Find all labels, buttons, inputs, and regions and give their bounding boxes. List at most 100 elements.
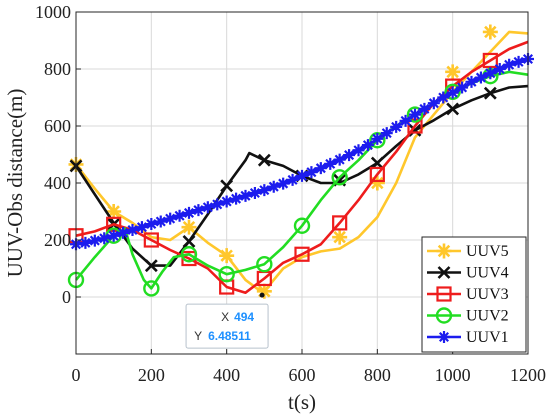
legend-item-uuv3: UUV3 (427, 286, 509, 303)
x-tick-label: 400 (213, 365, 240, 385)
data-point-uuv1 (324, 157, 337, 170)
y-tick-label: 800 (44, 59, 71, 79)
data-point-uuv1 (126, 224, 139, 237)
data-point-uuv1 (456, 81, 469, 94)
data-point-uuv1 (427, 97, 440, 110)
y-tick-label: 0 (62, 287, 71, 307)
data-point-uuv1 (512, 55, 525, 68)
legend-label-uuv4: UUV4 (466, 265, 509, 282)
data-point-uuv1 (343, 149, 356, 162)
data-point-uuv2 (406, 106, 424, 123)
data-point-uuv1 (503, 58, 516, 71)
data-tip-box (185, 303, 269, 349)
x-tick-label: 600 (289, 365, 316, 385)
data-tip-x-value: 494 (234, 310, 254, 324)
data-point-uuv1 (98, 232, 111, 245)
data-point-uuv5 (482, 24, 498, 40)
legend-marker-uuv3 (436, 286, 452, 302)
data-point-uuv1 (258, 184, 271, 197)
data-point-uuv1 (361, 139, 374, 152)
data-point-uuv1 (380, 127, 393, 140)
data-point-uuv3 (369, 166, 385, 183)
legend-item-uuv1: UUV1 (427, 329, 509, 346)
data-point-uuv2 (180, 246, 198, 263)
legend-item-uuv5: UUV5 (427, 243, 509, 260)
data-point-uuv5 (181, 219, 197, 235)
data-tip-x-prefix: X (221, 310, 229, 324)
data-point-uuv5 (445, 64, 461, 80)
data-point-uuv4 (483, 86, 497, 100)
data-point-uuv5 (332, 229, 348, 245)
data-point-uuv2 (293, 217, 311, 234)
data-tip-y-prefix: Y (194, 329, 202, 343)
data-point-uuv1 (493, 63, 506, 75)
data-point-uuv1 (371, 132, 384, 145)
data-point-uuv1 (239, 189, 252, 202)
y-tick-label: 400 (44, 173, 71, 193)
data-point-uuv1 (305, 166, 318, 179)
legend-label-uuv3: UUV3 (466, 286, 509, 303)
data-point-uuv2 (218, 266, 235, 283)
data-point-uuv1 (474, 71, 487, 84)
data-point-uuv1 (117, 226, 130, 239)
series-uuv4 (69, 84, 529, 273)
data-point-uuv1 (352, 144, 365, 157)
data-point-uuv1 (79, 236, 92, 249)
data-tip-y-value: 6.48511 (208, 329, 251, 343)
data-point-uuv1 (145, 218, 158, 231)
data-point-uuv2 (256, 256, 273, 273)
data-point-uuv4 (257, 153, 271, 167)
data-point-uuv3 (482, 52, 498, 69)
legend-item-uuv2: UUV2 (427, 307, 509, 325)
series-layer (67, 24, 535, 299)
x-tick-label: 0 (72, 365, 81, 385)
data-point-uuv1 (248, 186, 261, 199)
data-point-uuv1 (173, 209, 186, 222)
series-uuv1 (69, 53, 535, 251)
data-point-uuv1 (192, 204, 205, 217)
data-point-uuv1 (390, 120, 403, 133)
data-tip-point (259, 292, 265, 298)
data-point-uuv1 (437, 91, 450, 104)
x-tick-label: 1000 (435, 365, 471, 385)
data-point-uuv3 (332, 215, 348, 231)
data-point-uuv4 (370, 156, 384, 170)
data-point-uuv2 (331, 169, 348, 186)
series-line-uuv3 (75, 40, 529, 294)
legend-marker-uuv5 (436, 243, 452, 259)
data-point-uuv1 (154, 215, 167, 228)
data-point-uuv1 (409, 108, 421, 121)
data-point-uuv1 (418, 102, 431, 115)
data-point-uuv1 (201, 201, 214, 214)
data-point-uuv4 (182, 235, 196, 248)
data-point-uuv2 (143, 280, 160, 297)
data-point-uuv2 (444, 83, 461, 101)
legend-label-uuv2: UUV2 (466, 308, 509, 325)
data-point-uuv1 (295, 169, 309, 182)
data-point-uuv1 (277, 177, 290, 190)
data-point-uuv1 (314, 162, 327, 175)
data-point-uuv4 (144, 259, 158, 273)
y-tick-label: 200 (44, 230, 71, 250)
ticks: 0 200 400 600 800 1000 1200 0 200 400 600 800 1000 (35, 2, 546, 385)
data-point-uuv1 (164, 212, 177, 225)
data-point-uuv1 (333, 153, 346, 166)
data-point-uuv1 (399, 114, 412, 127)
y-tick-label: 600 (44, 116, 71, 136)
x-tick-label: 1200 (510, 365, 546, 385)
data-point-uuv3 (143, 232, 159, 248)
data-point-uuv1 (220, 195, 233, 208)
data-point-uuv1 (484, 67, 497, 80)
data-point-uuv5 (219, 248, 235, 264)
legend-marker-uuv1 (438, 331, 450, 343)
data-point-uuv1 (135, 221, 148, 234)
legend-marker-uuv2 (435, 307, 453, 324)
x-tick-label: 800 (364, 365, 391, 385)
x-axis-label: t(s) (288, 390, 316, 414)
data-tip[interactable]: X 494 Y 6.48511 (185, 292, 269, 349)
data-point-uuv1 (107, 229, 120, 242)
y-axis-label: UUV-Obs distance(m) (3, 89, 27, 278)
data-point-uuv1 (267, 180, 280, 193)
data-point-uuv4 (446, 102, 460, 116)
